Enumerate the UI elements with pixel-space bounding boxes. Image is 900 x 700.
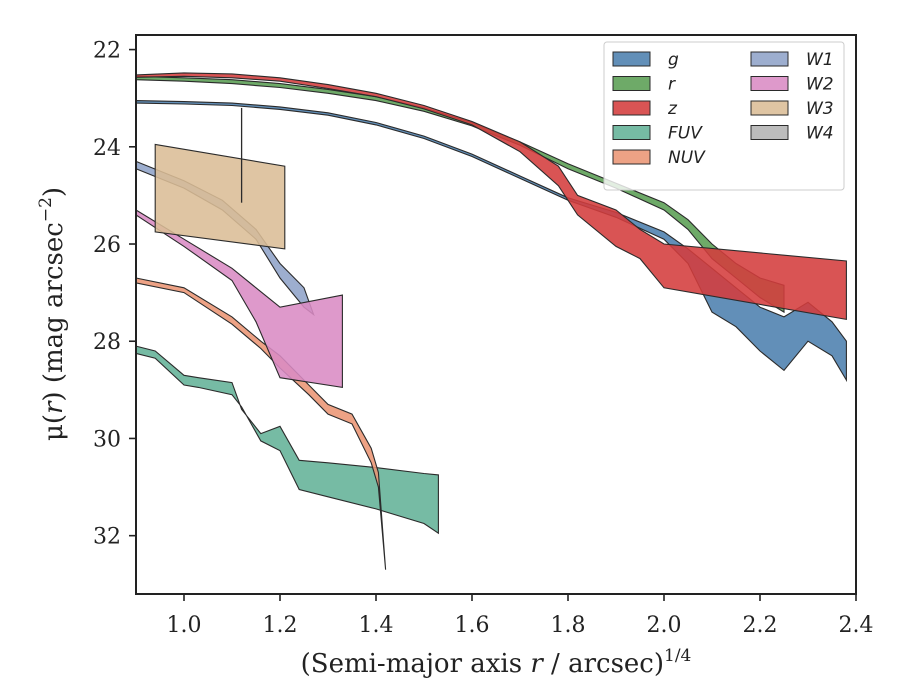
band-w2: [135, 209, 343, 389]
legend-item-w4: W4: [750, 124, 834, 144]
x-tick-label: 1.6: [455, 613, 490, 638]
y-tick-label: 26: [93, 233, 121, 258]
plot-frame: [135, 34, 857, 595]
band-w3: [154, 143, 286, 250]
x-axis-ticks: 1.0 1.2 1.4 1.6 1.8 2.0 2.2 2.4: [167, 594, 874, 638]
x-tick-label: 2.2: [743, 613, 778, 638]
legend-item-w1: W1: [750, 50, 834, 70]
legend: grz FUV NUV W1 W2 W3 W4: [603, 41, 845, 191]
y-axis-ticks: 22 24 26 28 30 32: [93, 39, 136, 550]
y-tick-label: 32: [93, 525, 121, 550]
legend-item-w2: W2: [750, 75, 834, 95]
legend-item-fuv: FUV: [612, 124, 703, 144]
y-tick-label: 22: [93, 39, 121, 64]
legend-item-g: g: [612, 50, 679, 70]
legend-item-z: z: [612, 99, 678, 119]
y-tick-label: 28: [93, 330, 121, 355]
y-tick-label: 30: [93, 427, 121, 452]
legend-item-w3: W3: [750, 99, 834, 119]
x-tick-label: 1.8: [551, 613, 586, 638]
legend-label-w2: W2: [806, 75, 834, 95]
legend-swatch-w4: [750, 125, 789, 140]
band-fuv: [135, 345, 439, 535]
legend-swatch-w2: [750, 76, 789, 91]
legend-label-w4: W4: [806, 124, 834, 144]
legend-swatch-r: [612, 76, 651, 91]
legend-label-fuv: FUV: [668, 124, 703, 144]
x-axis-label: (Semi-major axis r / arcsec)1/4: [301, 646, 692, 679]
band-z: [135, 72, 847, 321]
legend-swatch-z: [612, 100, 651, 116]
x-tick-label: 2.0: [647, 613, 682, 638]
legend-label-w1: W1: [806, 50, 834, 70]
legend-label-g: g: [668, 50, 679, 70]
band-g: [135, 100, 847, 383]
legend-swatch-fuv: [612, 125, 651, 140]
legend-label-r: r: [668, 75, 676, 95]
legend-label-z: z: [667, 99, 678, 119]
x-tick-label: 2.4: [839, 613, 874, 638]
x-tick-label: 1.0: [167, 613, 202, 638]
legend-label-w3: W3: [806, 99, 834, 119]
legend-label-nuv: NUV: [668, 148, 706, 168]
y-tick-label: 24: [93, 136, 121, 161]
y-axis-label: μ(r) (mag arcsec−2): [36, 187, 69, 441]
x-tick-label: 1.2: [263, 613, 298, 638]
legend-swatch-nuv: [612, 149, 651, 165]
bands-layer: [135, 72, 847, 570]
legend-swatch-w3: [750, 100, 789, 116]
legend-item-r: r: [612, 75, 676, 95]
x-tick-label: 1.4: [359, 613, 394, 638]
legend-swatch-g: [612, 51, 651, 67]
legend-item-nuv: NUV: [612, 148, 706, 168]
legend-swatch-w1: [750, 51, 789, 67]
